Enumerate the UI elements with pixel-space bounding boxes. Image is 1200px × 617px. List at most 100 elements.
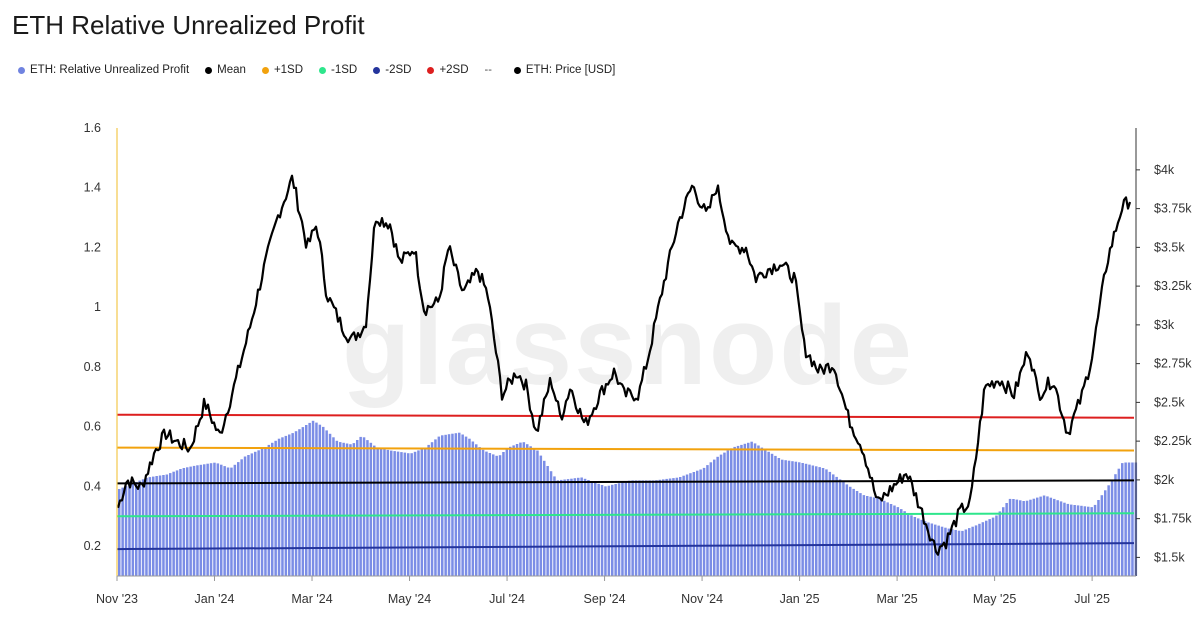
profit-bar — [420, 449, 424, 576]
profit-bar — [543, 460, 546, 576]
profit-bar — [760, 447, 764, 576]
y-left-tick-label: 0.4 — [84, 479, 101, 493]
profit-bar — [403, 452, 407, 576]
profit-bar — [332, 437, 335, 576]
profit-bar — [318, 424, 322, 576]
profit-bar — [1039, 496, 1042, 576]
profit-bar — [713, 459, 716, 576]
legend-item-plus-2sd[interactable]: +2SD — [427, 64, 469, 76]
profit-bar — [835, 476, 838, 576]
profit-bar — [743, 443, 747, 576]
profit-bar — [1029, 499, 1032, 576]
profit-bar — [733, 446, 736, 576]
profit-bar — [444, 434, 447, 576]
profit-bar — [189, 466, 192, 576]
profit-bar — [281, 437, 284, 576]
x-tick-label: May '24 — [388, 592, 431, 606]
profit-bar — [560, 479, 563, 576]
legend-item-minus-2sd[interactable]: -2SD — [373, 64, 411, 76]
profit-bar — [658, 479, 662, 576]
profit-bar — [362, 437, 366, 576]
legend-item-eth-price[interactable]: ETH: Price [USD] — [513, 64, 616, 76]
legend-dot-icon — [373, 66, 381, 74]
profit-bar — [260, 448, 264, 576]
profit-bar — [1073, 505, 1076, 576]
profit-bar — [709, 462, 713, 576]
profit-bar — [1053, 498, 1056, 576]
profit-bar — [230, 467, 233, 576]
profit-bar — [964, 529, 968, 576]
profit-bar — [1042, 495, 1046, 576]
legend-dot-icon — [513, 66, 521, 74]
legend-item-relative-unrealized-profit[interactable]: ETH: Relative Unrealized Profit — [18, 64, 189, 76]
profit-bar — [128, 484, 131, 576]
profit-bar — [376, 447, 379, 576]
profit-bar — [611, 484, 614, 576]
profit-bar — [740, 444, 743, 576]
x-tick-label: Mar '24 — [291, 592, 332, 606]
profit-bar — [913, 517, 917, 576]
legend-dot-icon — [427, 66, 435, 74]
profit-bar — [577, 477, 580, 576]
profit-bar — [1093, 504, 1097, 576]
legend-label: ETH: Relative Unrealized Profit — [30, 64, 190, 76]
profit-bar — [1046, 496, 1049, 576]
profit-bar — [400, 452, 403, 576]
profit-bar — [876, 498, 879, 576]
profit-bar — [396, 451, 400, 576]
legend-item-mean[interactable]: Mean — [205, 64, 246, 76]
legend-item-plus-1sd[interactable]: +1SD — [261, 64, 303, 76]
profit-bar — [284, 435, 288, 576]
y-left-tick-label: 0.2 — [84, 539, 101, 553]
profit-bar — [192, 465, 196, 576]
minus-2sd-line — [116, 542, 1135, 551]
profit-bar — [736, 445, 740, 576]
profit-bar — [1066, 503, 1070, 576]
profit-bar — [634, 480, 638, 576]
y-left-tick-label: 0.8 — [84, 360, 101, 374]
profit-bar — [481, 449, 485, 576]
profit-bar — [927, 522, 930, 576]
profit-bar — [944, 527, 947, 576]
profit-bar — [910, 515, 913, 576]
profit-bar — [118, 489, 121, 576]
profit-bar — [1127, 462, 1131, 576]
profit-bar — [1049, 497, 1053, 576]
profit-bar — [434, 439, 437, 576]
profit-bar — [1008, 498, 1012, 576]
profit-bar — [685, 474, 689, 576]
profit-bar — [628, 480, 631, 576]
profit-bar — [893, 505, 896, 576]
profit-bar — [308, 422, 311, 576]
profit-bar — [379, 448, 383, 576]
profit-bar — [641, 480, 645, 576]
profit-bar — [696, 470, 699, 576]
profit-bar — [1104, 490, 1107, 576]
profit-bar — [325, 430, 328, 576]
profit-bar — [451, 433, 454, 576]
profit-bar — [536, 450, 539, 576]
profit-bar — [1056, 500, 1059, 576]
profit-bar — [981, 522, 985, 576]
legend-separator: -- — [484, 64, 492, 76]
profit-bar — [437, 436, 441, 576]
profit-bar — [301, 427, 305, 576]
profit-bar — [441, 435, 444, 576]
profit-bar — [199, 464, 203, 576]
legend-item-minus-1sd[interactable]: -1SD — [319, 64, 357, 76]
legend-label: ETH: Price [USD] — [525, 64, 616, 76]
profit-bar — [179, 469, 182, 576]
legend-dot-icon — [18, 66, 25, 74]
profit-bar — [373, 445, 376, 576]
y-left-tick-label: 1.2 — [84, 240, 101, 254]
legend-dot-icon — [319, 66, 327, 74]
profit-bar — [172, 471, 175, 576]
legend-label: +2SD — [439, 64, 469, 76]
profit-bar — [359, 436, 362, 576]
profit-bar — [655, 480, 658, 576]
profit-bar — [475, 444, 478, 576]
profit-bar — [940, 526, 944, 576]
profit-bar — [808, 464, 811, 576]
profit-bar — [1025, 500, 1029, 576]
profit-bar — [1005, 503, 1008, 576]
